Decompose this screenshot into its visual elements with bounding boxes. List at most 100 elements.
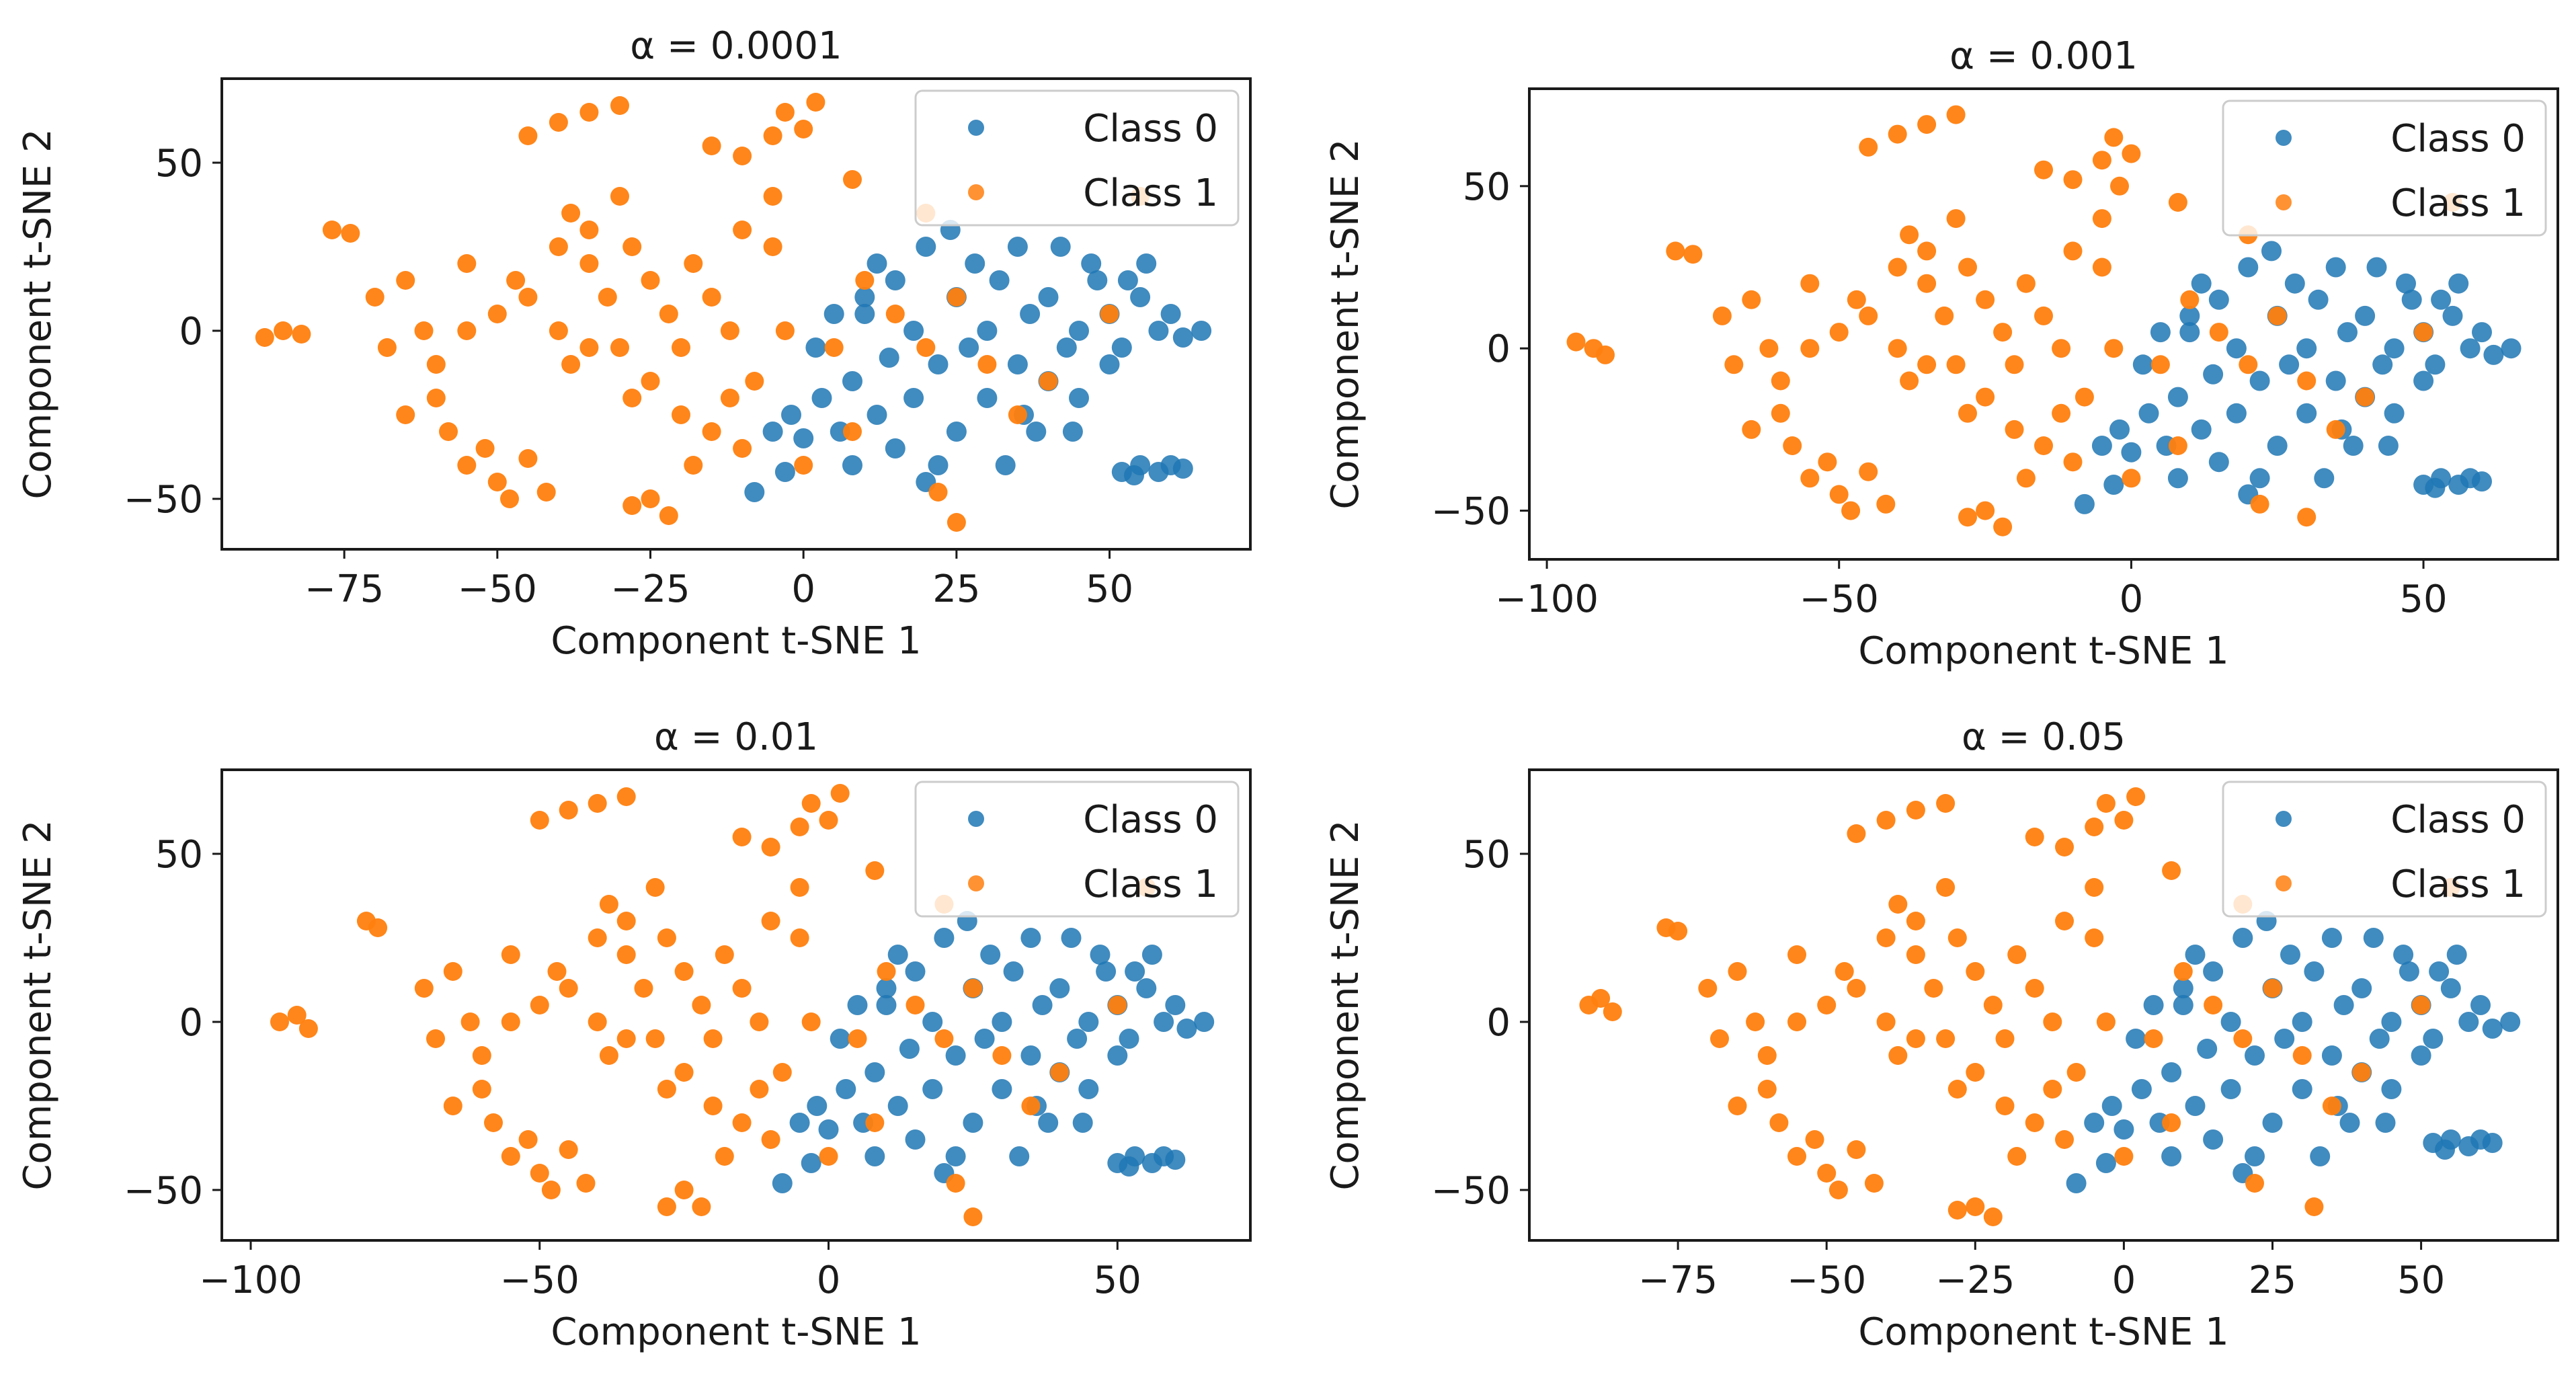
point-class-1 [2162,861,2181,880]
point-class-0 [2378,436,2399,456]
y-axis-label: Component t-SNE 2 [16,128,60,499]
point-class-1 [322,221,341,239]
point-class-0 [805,337,826,358]
point-class-0 [2114,1119,2134,1140]
point-class-1 [2052,403,2071,423]
point-class-1 [541,1181,561,1199]
x-axis-label: Component t-SNE 1 [551,619,921,663]
point-class-1 [460,1012,480,1031]
point-class-1 [443,962,462,981]
point-class-0 [2167,387,2188,407]
y-tick-label: 50 [1463,833,1511,877]
point-class-0 [762,422,783,442]
point-class-1 [2034,160,2053,180]
point-class-1 [992,1046,1012,1065]
point-class-0 [1172,327,1193,348]
point-class-1 [2126,787,2146,806]
point-class-1 [2173,962,2193,981]
point-class-1 [1771,403,1790,423]
point-class-0 [1072,1113,1093,1133]
point-class-0 [885,270,905,290]
x-tick-label: 50 [1094,1259,1141,1302]
point-class-0 [1111,337,1132,358]
x-tick-label: 0 [817,1259,841,1302]
point-class-1 [484,1113,503,1132]
point-class-1 [1888,1046,1908,1065]
point-class-1 [794,120,813,138]
point-class-0 [2132,354,2153,375]
point-class-1 [549,237,568,256]
point-class-0 [2472,322,2492,343]
point-class-0 [1090,945,1111,965]
point-class-1 [1746,1012,1765,1031]
x-axis-label: Component t-SNE 1 [1858,629,2228,673]
point-class-0 [2232,928,2253,948]
point-class-0 [774,462,795,482]
point-class-0 [2431,289,2452,310]
point-class-1 [457,321,477,340]
point-class-0 [992,1079,1012,1099]
point-class-0 [2161,1146,2182,1166]
point-class-0 [989,270,1010,290]
point-class-1 [2204,996,2223,1014]
point-class-1 [547,962,567,981]
point-class-1 [763,187,782,206]
point-class-1 [1829,485,1849,504]
point-class-0 [905,1129,926,1150]
point-class-0 [2191,419,2212,440]
point-class-0 [2292,1079,2312,1099]
point-class-1 [641,489,660,508]
point-class-1 [1966,1197,1985,1216]
x-tick-label: −25 [610,567,690,611]
point-class-1 [2085,878,2104,897]
point-class-0 [1007,237,1028,257]
point-class-1 [2168,193,2187,212]
point-class-0 [1038,287,1059,307]
point-class-1 [2110,176,2129,196]
point-class-1 [1817,996,1837,1014]
point-class-0 [1020,928,1041,948]
point-class-1 [501,945,520,964]
point-class-1 [530,1164,549,1183]
point-class-1 [2250,494,2269,514]
point-class-0 [885,438,905,459]
point-class-1 [1742,290,1761,309]
point-class-1 [1683,245,1703,264]
chart-title: α = 0.01 [654,715,818,759]
point-class-1 [2016,469,2036,488]
point-class-1 [1906,912,1925,930]
point-class-1 [2055,1130,2074,1149]
point-class-1 [1828,1181,1848,1199]
point-class-1 [1936,1029,1956,1048]
point-class-1 [616,1029,636,1048]
point-class-1 [905,996,925,1014]
scatter-points [1579,787,2521,1226]
point-class-1 [2005,420,2024,439]
point-class-1 [2352,1063,2372,1082]
point-class-0 [2203,364,2224,385]
point-class-1 [1983,1207,2003,1226]
point-class-1 [641,372,660,391]
point-class-0 [922,1012,943,1032]
point-class-1 [270,1012,289,1031]
point-class-1 [1900,225,1919,245]
point-class-1 [865,861,885,880]
point-class-1 [610,187,629,206]
point-class-1 [2055,912,2074,930]
point-class-0 [1026,422,1047,442]
point-class-1 [1787,945,1806,964]
point-class-0 [1009,1146,1030,1166]
point-class-1 [1946,355,1966,374]
point-class-0 [2369,1029,2390,1049]
point-class-0 [2446,945,2467,965]
point-class-0 [772,1173,793,1193]
point-class-1 [763,126,782,145]
legend: Class 0 Class 1 [914,89,1240,227]
point-class-0 [2482,1019,2503,1039]
point-class-0 [1050,237,1071,257]
point-class-1 [947,513,966,532]
point-class-1 [2150,355,2170,374]
point-class-1 [2034,436,2053,455]
point-class-1 [561,355,581,374]
point-class-0 [2173,978,2193,998]
